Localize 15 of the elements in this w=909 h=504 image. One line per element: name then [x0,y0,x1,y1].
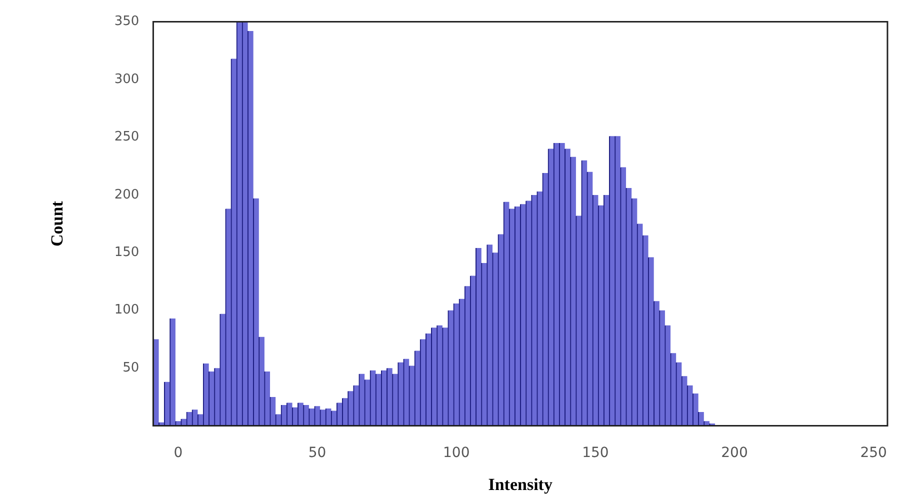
x-tick-label: 0 [174,444,183,461]
x-axis-title: Intensity [488,475,553,494]
y-tick-label: 50 [122,360,140,376]
x-tick-label: 100 [443,444,470,461]
y-tick-label: 300 [114,72,140,87]
y-axis-title: Count [48,200,67,246]
y-tick-label: 100 [114,302,140,318]
y-tick-label: 200 [114,187,140,202]
x-tick-label: 200 [721,444,748,461]
y-tick-label: 150 [114,245,140,260]
y-tick-label: 250 [114,130,140,145]
y-tick-label: 350 [114,14,140,30]
x-tick-label: 50 [308,444,326,461]
x-tick-label: 250 [860,444,887,461]
x-tick-label: 150 [582,444,609,461]
